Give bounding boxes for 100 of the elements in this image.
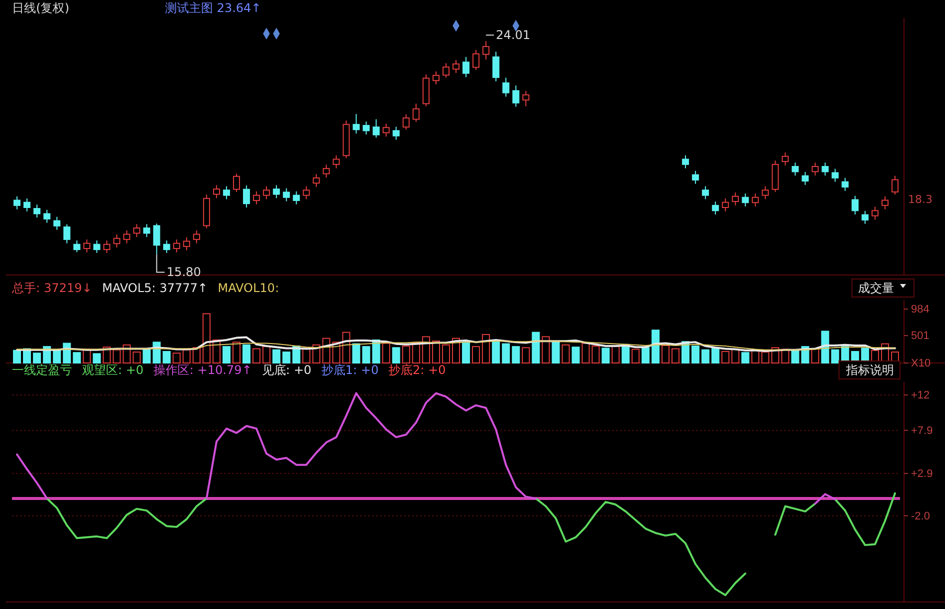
text: MAVOL10: <box>218 281 279 295</box>
candlestick <box>113 234 120 248</box>
bar <box>32 352 41 364</box>
bar <box>691 346 700 364</box>
candlestick <box>802 171 809 186</box>
bar <box>582 342 590 364</box>
candlestick <box>762 186 769 200</box>
bar <box>272 349 280 364</box>
bar <box>252 348 260 364</box>
bar <box>392 347 400 364</box>
candlestick <box>153 223 160 255</box>
candlestick <box>193 230 200 244</box>
candlestick <box>103 240 110 254</box>
candlestick <box>262 186 270 200</box>
candlestick <box>173 238 180 253</box>
bar <box>382 342 390 364</box>
y-tick-label: +12 <box>911 389 930 402</box>
annotation: 15.80 <box>166 265 202 280</box>
bar <box>542 336 550 364</box>
candlestick <box>163 240 170 254</box>
bar <box>652 330 660 364</box>
candlestick <box>93 240 100 254</box>
candlestick <box>482 40 490 60</box>
bar <box>592 346 600 364</box>
candlestick <box>133 224 140 238</box>
bar <box>811 348 820 364</box>
chart-title: 总手: 37219↓ <box>11 281 92 295</box>
candlestick <box>312 174 320 188</box>
candlestick <box>872 206 879 220</box>
bar <box>701 349 710 364</box>
bar <box>472 346 480 364</box>
chart-title: 日线(复权) <box>12 1 70 15</box>
bar <box>612 346 620 364</box>
candlestick <box>143 224 150 238</box>
candlestick <box>882 196 889 210</box>
candlestick <box>392 126 400 140</box>
candlestick <box>522 90 530 107</box>
y-tick-label: X10 <box>911 358 931 370</box>
candlestick <box>123 230 130 244</box>
candlestick <box>382 123 390 138</box>
bar <box>662 344 670 364</box>
candlestick <box>332 154 340 169</box>
candlestick <box>33 204 40 218</box>
bar <box>352 343 360 364</box>
candlestick <box>372 118 380 138</box>
bar <box>12 350 21 364</box>
candlestick <box>412 103 420 122</box>
bar <box>432 340 440 364</box>
candlestick <box>322 164 330 178</box>
annotation: 24.01 <box>496 28 530 42</box>
candlestick <box>892 175 899 196</box>
candlestick <box>183 236 190 251</box>
candlestick <box>712 201 719 216</box>
candlestick <box>832 168 839 182</box>
bar <box>821 330 830 364</box>
candlestick <box>752 192 759 207</box>
candlestick <box>73 240 80 253</box>
bar <box>362 346 370 364</box>
bar <box>222 346 231 364</box>
y-tick-label: -2.0 <box>911 510 930 522</box>
bar <box>731 348 740 364</box>
candlestick <box>432 70 440 85</box>
candlestick <box>53 216 60 230</box>
candlestick <box>302 186 310 200</box>
bar <box>182 349 191 364</box>
candlestick <box>512 84 520 108</box>
candlestick <box>732 192 739 206</box>
candlestick <box>63 224 70 244</box>
bar <box>711 348 720 364</box>
bar <box>172 352 181 364</box>
bar <box>72 352 81 364</box>
y-tick-label: 984 <box>911 304 930 316</box>
candlestick <box>682 154 689 169</box>
annotation: 抄底1: +0 <box>321 363 379 377</box>
bar <box>92 353 101 364</box>
bar <box>402 346 410 364</box>
y-tick-label: +2.9 <box>911 468 933 480</box>
bar <box>672 348 680 364</box>
bar <box>522 347 530 364</box>
candlestick <box>842 177 849 192</box>
bar <box>602 348 610 364</box>
candlestick <box>702 186 709 200</box>
bar <box>721 350 730 364</box>
bar <box>632 348 640 364</box>
chart-subtitle: 测试主图 23.64↑ <box>165 1 262 15</box>
bar <box>232 342 240 364</box>
bar <box>202 313 211 364</box>
candlestick <box>822 162 829 176</box>
candlestick <box>782 152 789 166</box>
bar <box>761 352 770 364</box>
candlestick <box>213 184 220 199</box>
bar <box>791 350 800 364</box>
bar <box>282 352 290 364</box>
annotation: 抄底2: +0 <box>388 363 446 377</box>
bar <box>831 349 840 364</box>
bar <box>442 344 450 364</box>
candlestick <box>452 60 460 74</box>
candlestick <box>282 188 290 202</box>
candlestick <box>742 192 749 207</box>
bar <box>162 350 171 364</box>
